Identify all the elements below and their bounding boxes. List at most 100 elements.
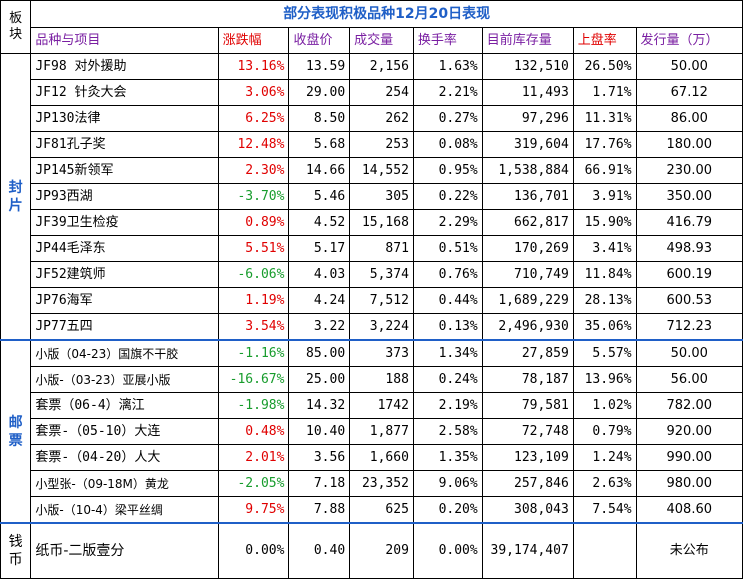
change-cell: -1.98% bbox=[217, 392, 290, 419]
issue-cell: 920.00 bbox=[635, 418, 743, 445]
close-cell: 10.40 bbox=[288, 418, 351, 445]
change-cell: -3.70% bbox=[217, 183, 290, 210]
item-name: 小版-（10-4）梁平丝绸 bbox=[30, 496, 219, 524]
volume-cell: 209 bbox=[349, 522, 414, 579]
stock-cell: 39,174,407 bbox=[481, 522, 574, 579]
issue-cell: 50.00 bbox=[635, 339, 743, 367]
turnover-cell: 0.08% bbox=[412, 131, 483, 158]
issue-cell: 408.60 bbox=[635, 496, 743, 524]
volume-cell: 254 bbox=[349, 79, 414, 106]
stock-cell: 308,043 bbox=[481, 496, 574, 524]
close-cell: 8.50 bbox=[288, 105, 351, 132]
close-cell: 4.03 bbox=[288, 261, 351, 288]
listing-cell: 0.79% bbox=[572, 418, 637, 445]
table-row: JP76海军 1.19% 4.24 7,512 0.44% 1,689,229 28.13%… bbox=[1, 287, 743, 314]
turnover-cell: 1.34% bbox=[412, 339, 483, 367]
item-name: JF12 针灸大会 bbox=[30, 79, 219, 106]
stock-cell: 72,748 bbox=[481, 418, 574, 445]
listing-cell: 5.57% bbox=[572, 339, 637, 367]
header-listing-rate: 上盘率 bbox=[572, 27, 637, 54]
close-cell: 3.22 bbox=[288, 313, 351, 341]
turnover-cell: 0.22% bbox=[412, 183, 483, 210]
change-cell: 1.19% bbox=[217, 287, 290, 314]
issue-cell: 600.53 bbox=[635, 287, 743, 314]
volume-cell: 5,374 bbox=[349, 261, 414, 288]
listing-cell: 7.54% bbox=[572, 496, 637, 524]
group-label-feng: 封 片 bbox=[0, 53, 32, 341]
issue-cell: 782.00 bbox=[635, 392, 743, 419]
turnover-cell: 0.00% bbox=[412, 522, 483, 579]
change-cell: 3.06% bbox=[217, 79, 290, 106]
volume-cell: 871 bbox=[349, 235, 414, 262]
table-row: 套票（06-4）漓江 -1.98% 14.32 1742 2.19% 79,581 1.02… bbox=[1, 392, 743, 419]
stock-cell: 97,296 bbox=[481, 105, 574, 132]
listing-cell: 28.13% bbox=[572, 287, 637, 314]
table-row: JP77五四 3.54% 3.22 3,224 0.13% 2,496,930 35.06%… bbox=[1, 313, 743, 341]
volume-cell: 15,168 bbox=[349, 209, 414, 236]
volume-cell: 625 bbox=[349, 496, 414, 524]
close-cell: 14.32 bbox=[288, 392, 351, 419]
close-cell: 14.66 bbox=[288, 157, 351, 184]
close-cell: 5.17 bbox=[288, 235, 351, 262]
turnover-cell: 0.44% bbox=[412, 287, 483, 314]
issue-cell: 990.00 bbox=[635, 444, 743, 471]
item-name: 小型张-（09-18M）黄龙 bbox=[30, 470, 219, 497]
listing-cell: 11.31% bbox=[572, 105, 637, 132]
close-cell: 29.00 bbox=[288, 79, 351, 106]
volume-cell: 14,552 bbox=[349, 157, 414, 184]
item-name: JP130法律 bbox=[30, 105, 219, 132]
item-name: JP93西湖 bbox=[30, 183, 219, 210]
change-cell: 9.75% bbox=[217, 496, 290, 524]
group-label-you: 邮 票 bbox=[0, 339, 32, 524]
change-cell: 0.89% bbox=[217, 209, 290, 236]
table-title: 部分表现积极品种12月20日表现 bbox=[30, 0, 743, 28]
close-cell: 4.24 bbox=[288, 287, 351, 314]
table-row: JF52建筑师 -6.06% 4.03 5,374 0.76% 710,749 11.84%… bbox=[1, 261, 743, 288]
item-name: 套票-（04-20）人大 bbox=[30, 444, 219, 471]
table-row: JP93西湖 -3.70% 5.46 305 0.22% 136,701 3.91% 350.… bbox=[1, 183, 743, 210]
volume-cell: 3,224 bbox=[349, 313, 414, 341]
item-name: JP77五四 bbox=[30, 313, 219, 341]
item-name: JF52建筑师 bbox=[30, 261, 219, 288]
issue-cell: 86.00 bbox=[635, 105, 743, 132]
stock-cell: 1,689,229 bbox=[481, 287, 574, 314]
issue-cell: 67.12 bbox=[635, 79, 743, 106]
table-row: 小型张-（09-18M）黄龙 -2.05% 7.18 23,352 9.06% 257,8… bbox=[1, 470, 743, 497]
table-row: JF12 针灸大会 3.06% 29.00 254 2.21% 11,493 1.71% 67… bbox=[1, 79, 743, 106]
listing-cell: 1.02% bbox=[572, 392, 637, 419]
header-stock: 目前库存量 bbox=[481, 27, 574, 54]
change-cell: 3.54% bbox=[217, 313, 290, 341]
item-name: JF39卫生检疫 bbox=[30, 209, 219, 236]
turnover-cell: 0.95% bbox=[412, 157, 483, 184]
volume-cell: 2,156 bbox=[349, 53, 414, 80]
close-cell: 4.52 bbox=[288, 209, 351, 236]
volume-cell: 7,512 bbox=[349, 287, 414, 314]
close-cell: 13.59 bbox=[288, 53, 351, 80]
stock-cell: 662,817 bbox=[481, 209, 574, 236]
item-name: 小版-（03-23）亚展小版 bbox=[30, 366, 219, 393]
issue-cell: 230.00 bbox=[635, 157, 743, 184]
close-cell: 85.00 bbox=[288, 339, 351, 367]
turnover-cell: 2.19% bbox=[412, 392, 483, 419]
header-turnover: 换手率 bbox=[412, 27, 483, 54]
stock-cell: 170,269 bbox=[481, 235, 574, 262]
listing-cell: 26.50% bbox=[572, 53, 637, 80]
issue-cell: 180.00 bbox=[635, 131, 743, 158]
item-name: 套票-（05-10）大连 bbox=[30, 418, 219, 445]
issue-cell: 980.00 bbox=[635, 470, 743, 497]
volume-cell: 305 bbox=[349, 183, 414, 210]
turnover-cell: 0.51% bbox=[412, 235, 483, 262]
issue-cell: 未公布 bbox=[635, 522, 743, 579]
table-row: 小版-（10-4）梁平丝绸 9.75% 7.88 625 0.20% 308,043 7.5… bbox=[1, 496, 743, 524]
issue-cell: 712.23 bbox=[635, 313, 743, 341]
turnover-cell: 0.27% bbox=[412, 105, 483, 132]
turnover-cell: 2.29% bbox=[412, 209, 483, 236]
item-name: JP76海军 bbox=[30, 287, 219, 314]
stock-cell: 123,109 bbox=[481, 444, 574, 471]
header-row: 品种与项目 涨跌幅 收盘价 成交量 换手率 目前库存量 上盘率 发行量（万） bbox=[1, 27, 743, 54]
stock-cell: 27,859 bbox=[481, 339, 574, 367]
stock-cell: 2,496,930 bbox=[481, 313, 574, 341]
issue-cell: 600.19 bbox=[635, 261, 743, 288]
table-row: 套票-（05-10）大连 0.48% 10.40 1,877 2.58% 72,748 0.… bbox=[1, 418, 743, 445]
